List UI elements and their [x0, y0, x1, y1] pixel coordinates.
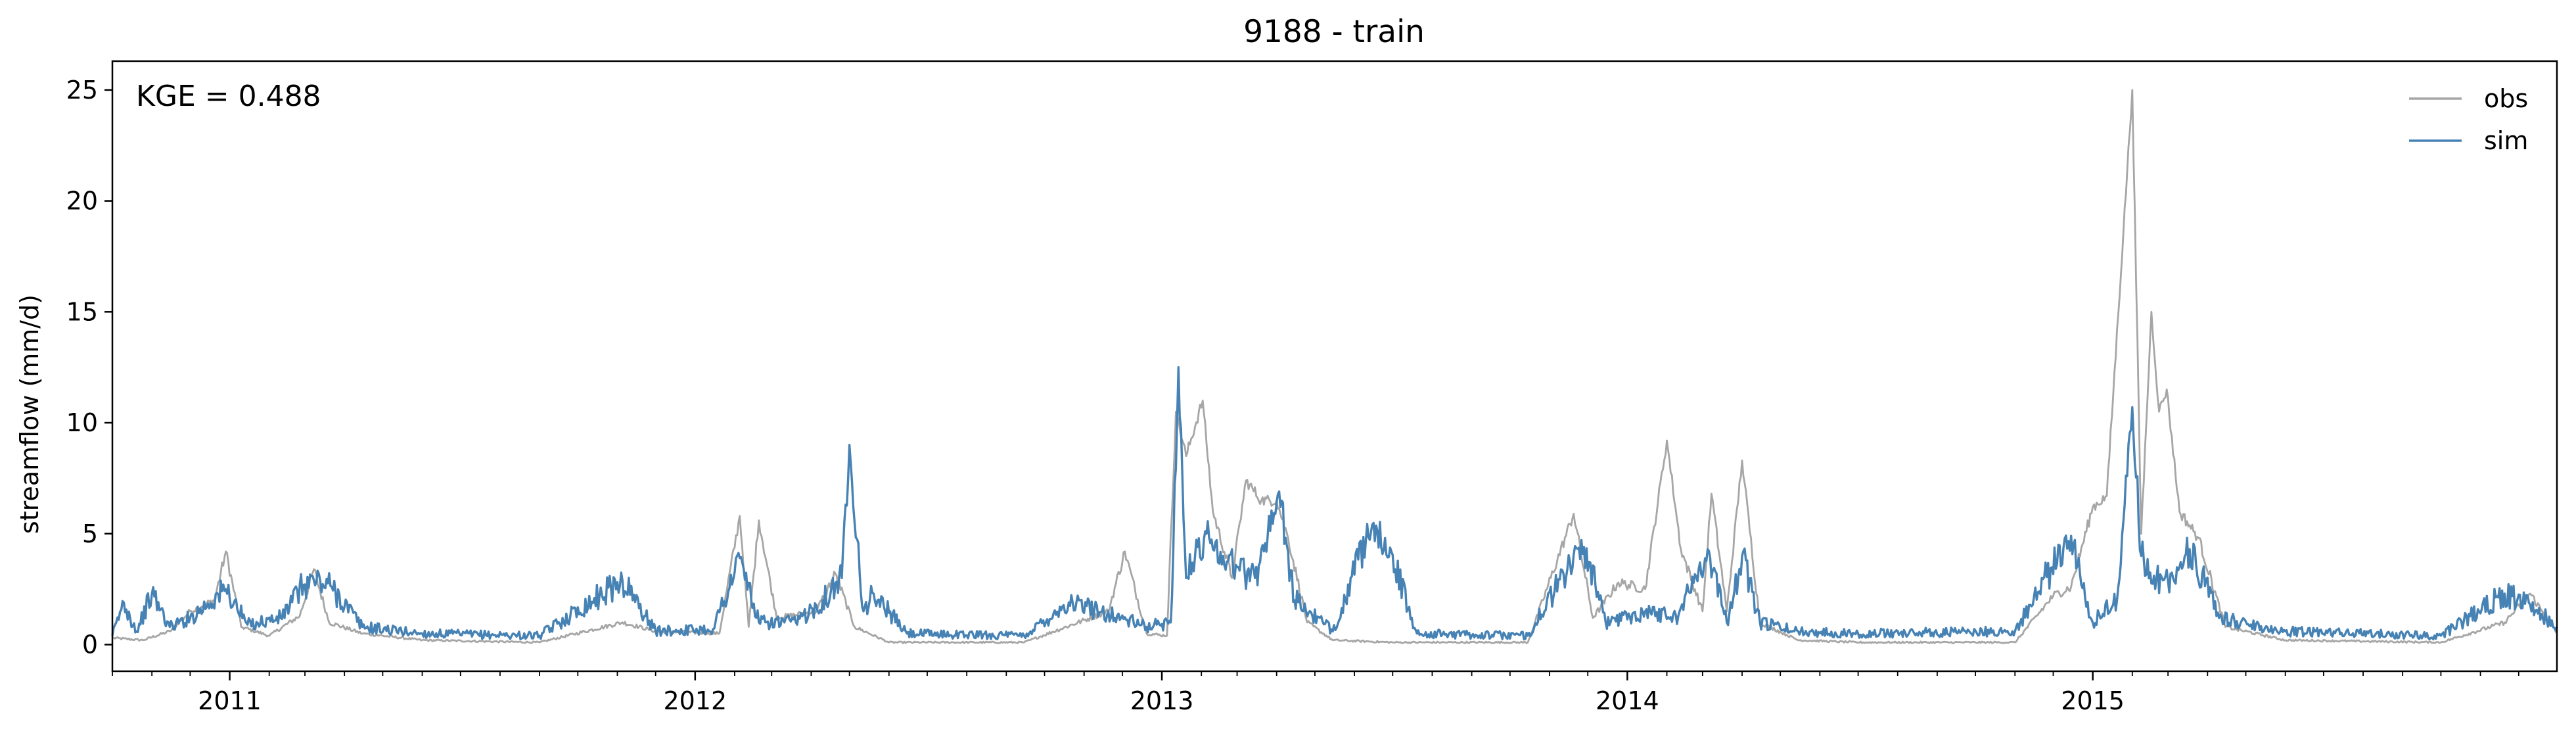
y-axis: 0 5 10 15 20 25 — [66, 76, 112, 659]
chart-title: 9188 - train — [1243, 14, 1425, 50]
y-axis-label: streamflow (mm/d) — [15, 295, 44, 534]
legend-label: sim — [2484, 126, 2528, 155]
y-tick-label: 15 — [66, 297, 98, 326]
x-tick-label: 2013 — [1130, 686, 1194, 715]
x-tick-label: 2011 — [198, 686, 262, 715]
series-layer — [111, 89, 2558, 644]
series-line-sim — [111, 366, 2558, 641]
legend-item-sim: sim — [2409, 126, 2528, 155]
y-tick-label: 20 — [66, 187, 98, 216]
y-tick-label: 10 — [66, 408, 98, 437]
x-tick-label: 2014 — [1596, 686, 1659, 715]
kge-annotation: KGE = 0.488 — [136, 80, 321, 113]
x-tick-label: 2015 — [2061, 686, 2125, 715]
y-tick-label: 25 — [66, 76, 98, 105]
legend: obs sim — [2409, 84, 2528, 155]
y-tick-label: 5 — [82, 519, 98, 548]
series-line-obs — [112, 89, 2558, 644]
y-tick-label: 0 — [82, 630, 98, 659]
plot-frame — [111, 60, 2558, 673]
x-axis: 2011 2012 2013 2014 2015 — [112, 671, 2519, 715]
legend-item-obs: obs — [2409, 84, 2528, 113]
x-tick-label: 2012 — [663, 686, 727, 715]
legend-label: obs — [2484, 84, 2528, 113]
